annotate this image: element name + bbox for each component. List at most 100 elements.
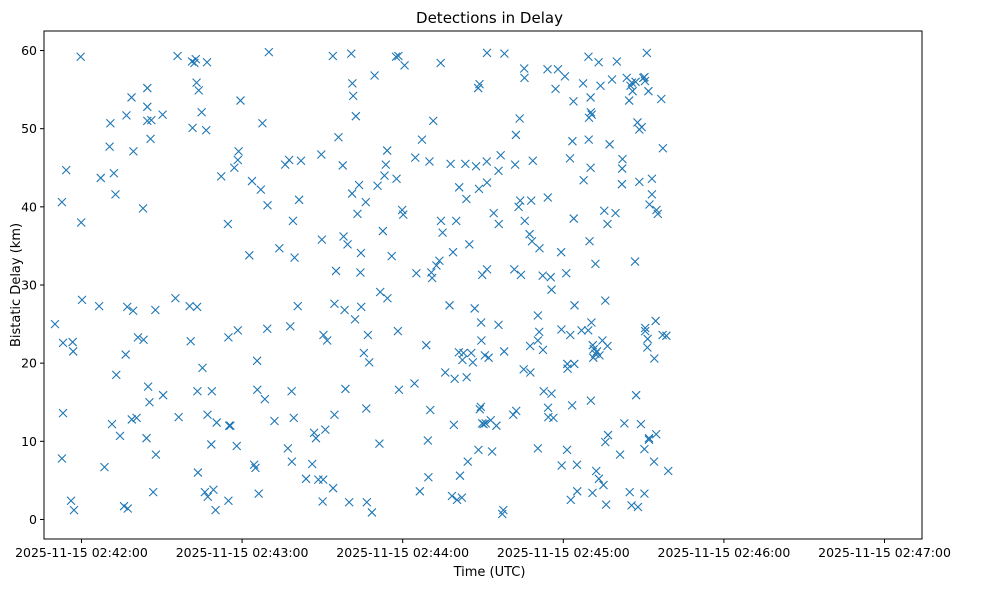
- data-point: [285, 322, 295, 331]
- data-point: [425, 405, 435, 415]
- data-point: [636, 419, 646, 429]
- data-point: [528, 156, 538, 166]
- data-point: [328, 483, 338, 493]
- y-tick-label: 40: [21, 199, 37, 214]
- x-tick-label: 2025-11-15 02:43:00: [176, 545, 309, 560]
- y-tick-label: 20: [21, 356, 37, 371]
- data-point: [142, 102, 152, 112]
- data-point: [247, 176, 257, 186]
- data-point: [171, 293, 180, 303]
- data-point: [525, 368, 535, 377]
- data-point: [551, 84, 560, 94]
- data-point: [68, 337, 78, 347]
- data-point: [264, 47, 274, 57]
- data-point: [173, 51, 182, 61]
- data-point: [645, 200, 654, 209]
- data-point: [644, 433, 654, 443]
- data-point: [107, 419, 117, 429]
- data-point: [139, 335, 148, 345]
- data-point: [479, 419, 488, 429]
- data-point: [244, 250, 254, 260]
- data-point: [566, 495, 576, 505]
- data-point: [311, 433, 321, 443]
- data-point: [640, 76, 650, 86]
- y-tick-label: 0: [29, 512, 37, 527]
- data-point: [378, 226, 388, 236]
- data-point: [203, 492, 213, 502]
- data-point: [547, 389, 556, 399]
- data-point: [343, 239, 352, 249]
- data-point: [341, 384, 350, 394]
- data-point: [600, 296, 610, 306]
- chart-title: Detections in Delay: [416, 9, 563, 27]
- data-point: [410, 379, 419, 388]
- data-point: [565, 330, 575, 340]
- data-point: [260, 394, 270, 404]
- data-point: [611, 208, 620, 218]
- data-point: [428, 116, 438, 126]
- plot-frame: [43, 30, 923, 540]
- data-point: [572, 486, 582, 496]
- data-point: [547, 285, 556, 295]
- data-point: [427, 273, 437, 283]
- data-point: [663, 466, 673, 476]
- data-point: [224, 496, 233, 506]
- data-point: [198, 363, 207, 373]
- data-point: [591, 259, 600, 269]
- data-point: [451, 216, 461, 226]
- data-point: [586, 163, 595, 173]
- data-point: [460, 159, 470, 169]
- data-point: [252, 385, 262, 395]
- data-point: [454, 182, 464, 192]
- data-point: [421, 340, 431, 350]
- data-point: [526, 196, 536, 205]
- data-point: [353, 209, 362, 219]
- data-point: [631, 390, 641, 400]
- data-point: [234, 146, 243, 156]
- data-point: [630, 257, 640, 266]
- data-point: [565, 154, 575, 163]
- data-point: [411, 268, 421, 278]
- data-point: [579, 175, 589, 185]
- data-point: [661, 331, 671, 341]
- data-point: [76, 52, 86, 62]
- data-point: [499, 347, 509, 356]
- data-point: [482, 157, 492, 166]
- data-point: [185, 301, 195, 311]
- data-point: [567, 400, 577, 410]
- data-point: [387, 251, 397, 261]
- data-point: [105, 142, 114, 152]
- data-point: [449, 420, 459, 430]
- data-point: [192, 386, 202, 396]
- data-point: [549, 413, 558, 423]
- data-point: [539, 386, 549, 396]
- data-point: [468, 357, 478, 367]
- data-point: [287, 457, 297, 467]
- data-point: [569, 96, 578, 106]
- data-point: [115, 431, 125, 441]
- data-point: [236, 96, 245, 105]
- data-point: [553, 64, 563, 74]
- data-point: [328, 51, 338, 61]
- data-point: [417, 135, 427, 145]
- data-point: [111, 370, 121, 380]
- data-point: [383, 293, 392, 303]
- data-point: [619, 418, 629, 428]
- x-axis-ticks: 2025-11-15 02:42:00 2025-11-15 02:43:00 20…: [15, 539, 951, 560]
- data-point: [651, 429, 661, 439]
- data-point: [233, 325, 243, 335]
- data-point: [94, 301, 104, 311]
- data-point: [533, 443, 543, 453]
- data-point: [644, 86, 653, 96]
- data-point: [122, 111, 131, 120]
- data-point: [370, 71, 379, 80]
- data-point: [510, 160, 520, 170]
- data-point: [494, 219, 504, 229]
- data-point: [647, 174, 657, 184]
- data-point: [129, 146, 138, 156]
- data-point: [448, 247, 458, 257]
- data-point: [415, 486, 425, 496]
- data-point: [644, 435, 654, 445]
- data-point: [520, 73, 529, 83]
- data-point: [340, 305, 349, 315]
